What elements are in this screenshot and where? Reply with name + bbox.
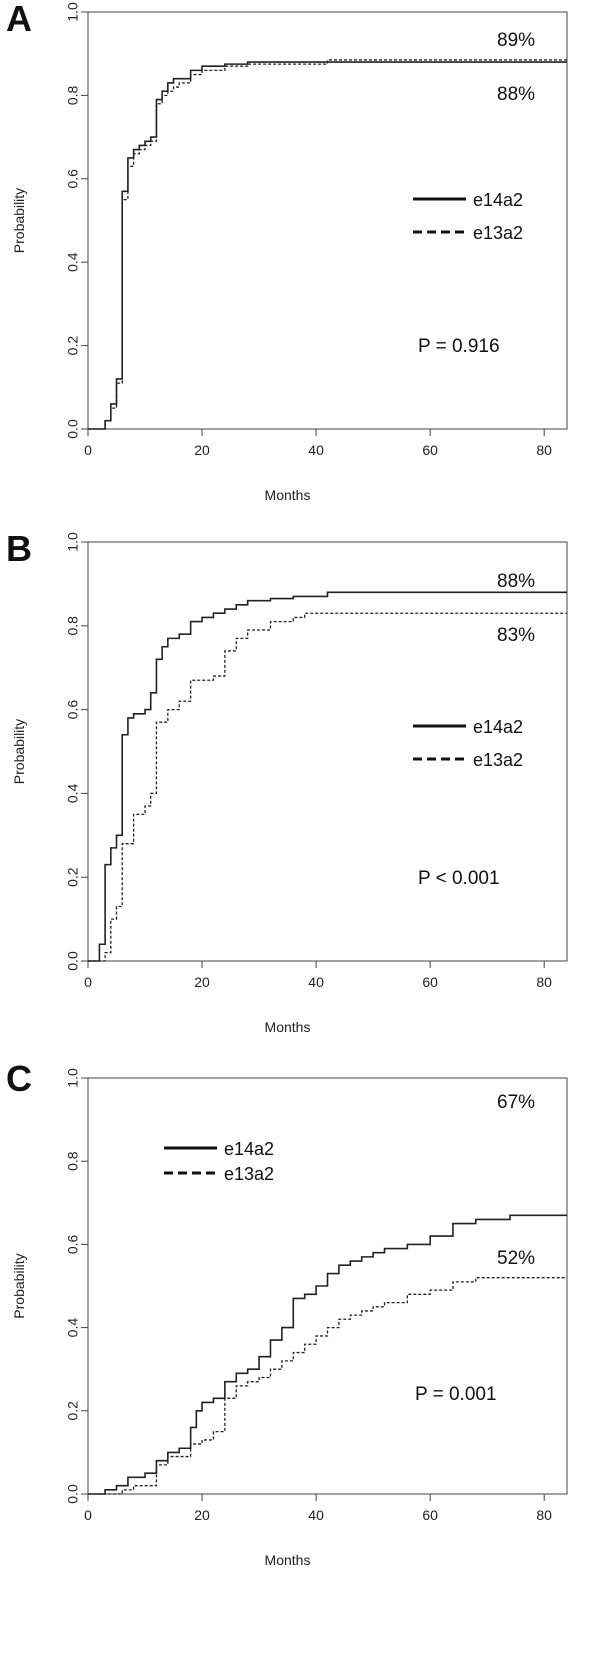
p-value: P = 0.001 <box>415 1384 497 1405</box>
panel-label: C <box>6 1060 32 1099</box>
x-tick-label: 40 <box>308 442 324 458</box>
km-panel-c: C 0 20 40 60 80 0.0 0.2 0.4 0.6 0.8 1.0 Months Proba… <box>0 1060 606 1616</box>
y-tick-label: 0.2 <box>65 1401 81 1421</box>
y-tick-label: 1.0 <box>65 2 81 22</box>
x-tick-label: 60 <box>422 442 438 458</box>
panel-label: B <box>6 530 32 569</box>
y-tick-label: 0.2 <box>65 336 81 356</box>
legend-label-e14a2: e14a2 <box>473 717 523 737</box>
y-tick-label: 0.4 <box>65 252 81 272</box>
series-e14a2-line <box>88 1214 567 1495</box>
km-chart-a: A 0 20 40 60 80 0.0 0.2 0.4 0.6 0.8 1.0 Months Proba… <box>6 0 568 503</box>
x-tick-label: 40 <box>308 1507 324 1523</box>
x-tick-label: 0 <box>84 1507 92 1523</box>
y-tick-label: 0.4 <box>65 1318 81 1338</box>
y-tick-label: 0.2 <box>65 867 81 887</box>
legend-label-e14a2: e14a2 <box>224 1139 274 1159</box>
plot-frame <box>87 1077 568 1495</box>
km-chart-c: C 0 20 40 60 80 0.0 0.2 0.4 0.6 0.8 1.0 Months Proba… <box>6 1060 568 1568</box>
legend-label-e13a2: e13a2 <box>224 1164 274 1184</box>
km-panel-a: A 0 20 40 60 80 0.0 0.2 0.4 0.6 0.8 1.0 Months Proba… <box>0 0 606 556</box>
series-end-label-e13a2: 52% <box>497 1248 535 1269</box>
x-tick-label: 0 <box>84 974 92 990</box>
x-tick-label: 40 <box>308 974 324 990</box>
x-axis-title: Months <box>265 1019 311 1035</box>
y-tick-label: 0.8 <box>65 616 81 636</box>
series-end-label-e13a2: 89% <box>497 30 535 51</box>
y-tick-label: 1.0 <box>65 1068 81 1088</box>
p-value: P < 0.001 <box>418 868 500 889</box>
series-e13a2-line <box>88 612 567 962</box>
x-axis-title: Months <box>265 487 311 503</box>
legend-label-e14a2: e14a2 <box>473 190 523 210</box>
x-tick-label: 20 <box>194 1507 210 1523</box>
series-e14a2-line <box>88 591 567 962</box>
y-tick-label: 0.0 <box>65 951 81 971</box>
series-end-label-e14a2: 67% <box>497 1092 535 1113</box>
legend-label-e13a2: e13a2 <box>473 750 523 770</box>
y-tick-label: 0.6 <box>65 169 81 189</box>
p-value: P = 0.916 <box>418 336 500 357</box>
x-tick-label: 80 <box>536 974 552 990</box>
legend-label-e13a2: e13a2 <box>473 223 523 243</box>
x-tick-label: 20 <box>194 974 210 990</box>
x-tick-label: 20 <box>194 442 210 458</box>
km-chart-b: B 0 20 40 60 80 0.0 0.2 0.4 0.6 0.8 1.0 Months Proba… <box>6 530 568 1035</box>
x-tick-label: 0 <box>84 442 92 458</box>
x-tick-label: 60 <box>422 1507 438 1523</box>
x-tick-label: 80 <box>536 1507 552 1523</box>
y-tick-label: 0.8 <box>65 1151 81 1171</box>
y-tick-label: 0.8 <box>65 85 81 105</box>
plot-frame <box>87 541 568 962</box>
series-end-label-e14a2: 88% <box>497 84 535 105</box>
y-tick-label: 0.6 <box>65 1234 81 1254</box>
series-e14a2-line <box>88 61 567 430</box>
series-e13a2-line <box>88 1277 567 1495</box>
y-tick-label: 0.0 <box>65 1484 81 1504</box>
km-panel-b: B 0 20 40 60 80 0.0 0.2 0.4 0.6 0.8 1.0 Months Proba… <box>0 530 606 1086</box>
y-axis-title: Probability <box>11 188 27 253</box>
y-tick-label: 0.0 <box>65 419 81 439</box>
y-axis-title: Probability <box>11 1253 27 1318</box>
series-end-label-e13a2: 83% <box>497 625 535 646</box>
series-end-label-e14a2: 88% <box>497 571 535 592</box>
y-axis-title: Probability <box>11 719 27 784</box>
y-tick-label: 1.0 <box>65 532 81 552</box>
x-tick-label: 80 <box>536 442 552 458</box>
x-tick-label: 60 <box>422 974 438 990</box>
series-e13a2-line <box>88 57 568 430</box>
x-axis-title: Months <box>265 1552 311 1568</box>
y-tick-label: 0.4 <box>65 783 81 803</box>
plot-frame <box>87 11 568 430</box>
y-tick-label: 0.6 <box>65 700 81 720</box>
panel-label: A <box>6 0 32 39</box>
